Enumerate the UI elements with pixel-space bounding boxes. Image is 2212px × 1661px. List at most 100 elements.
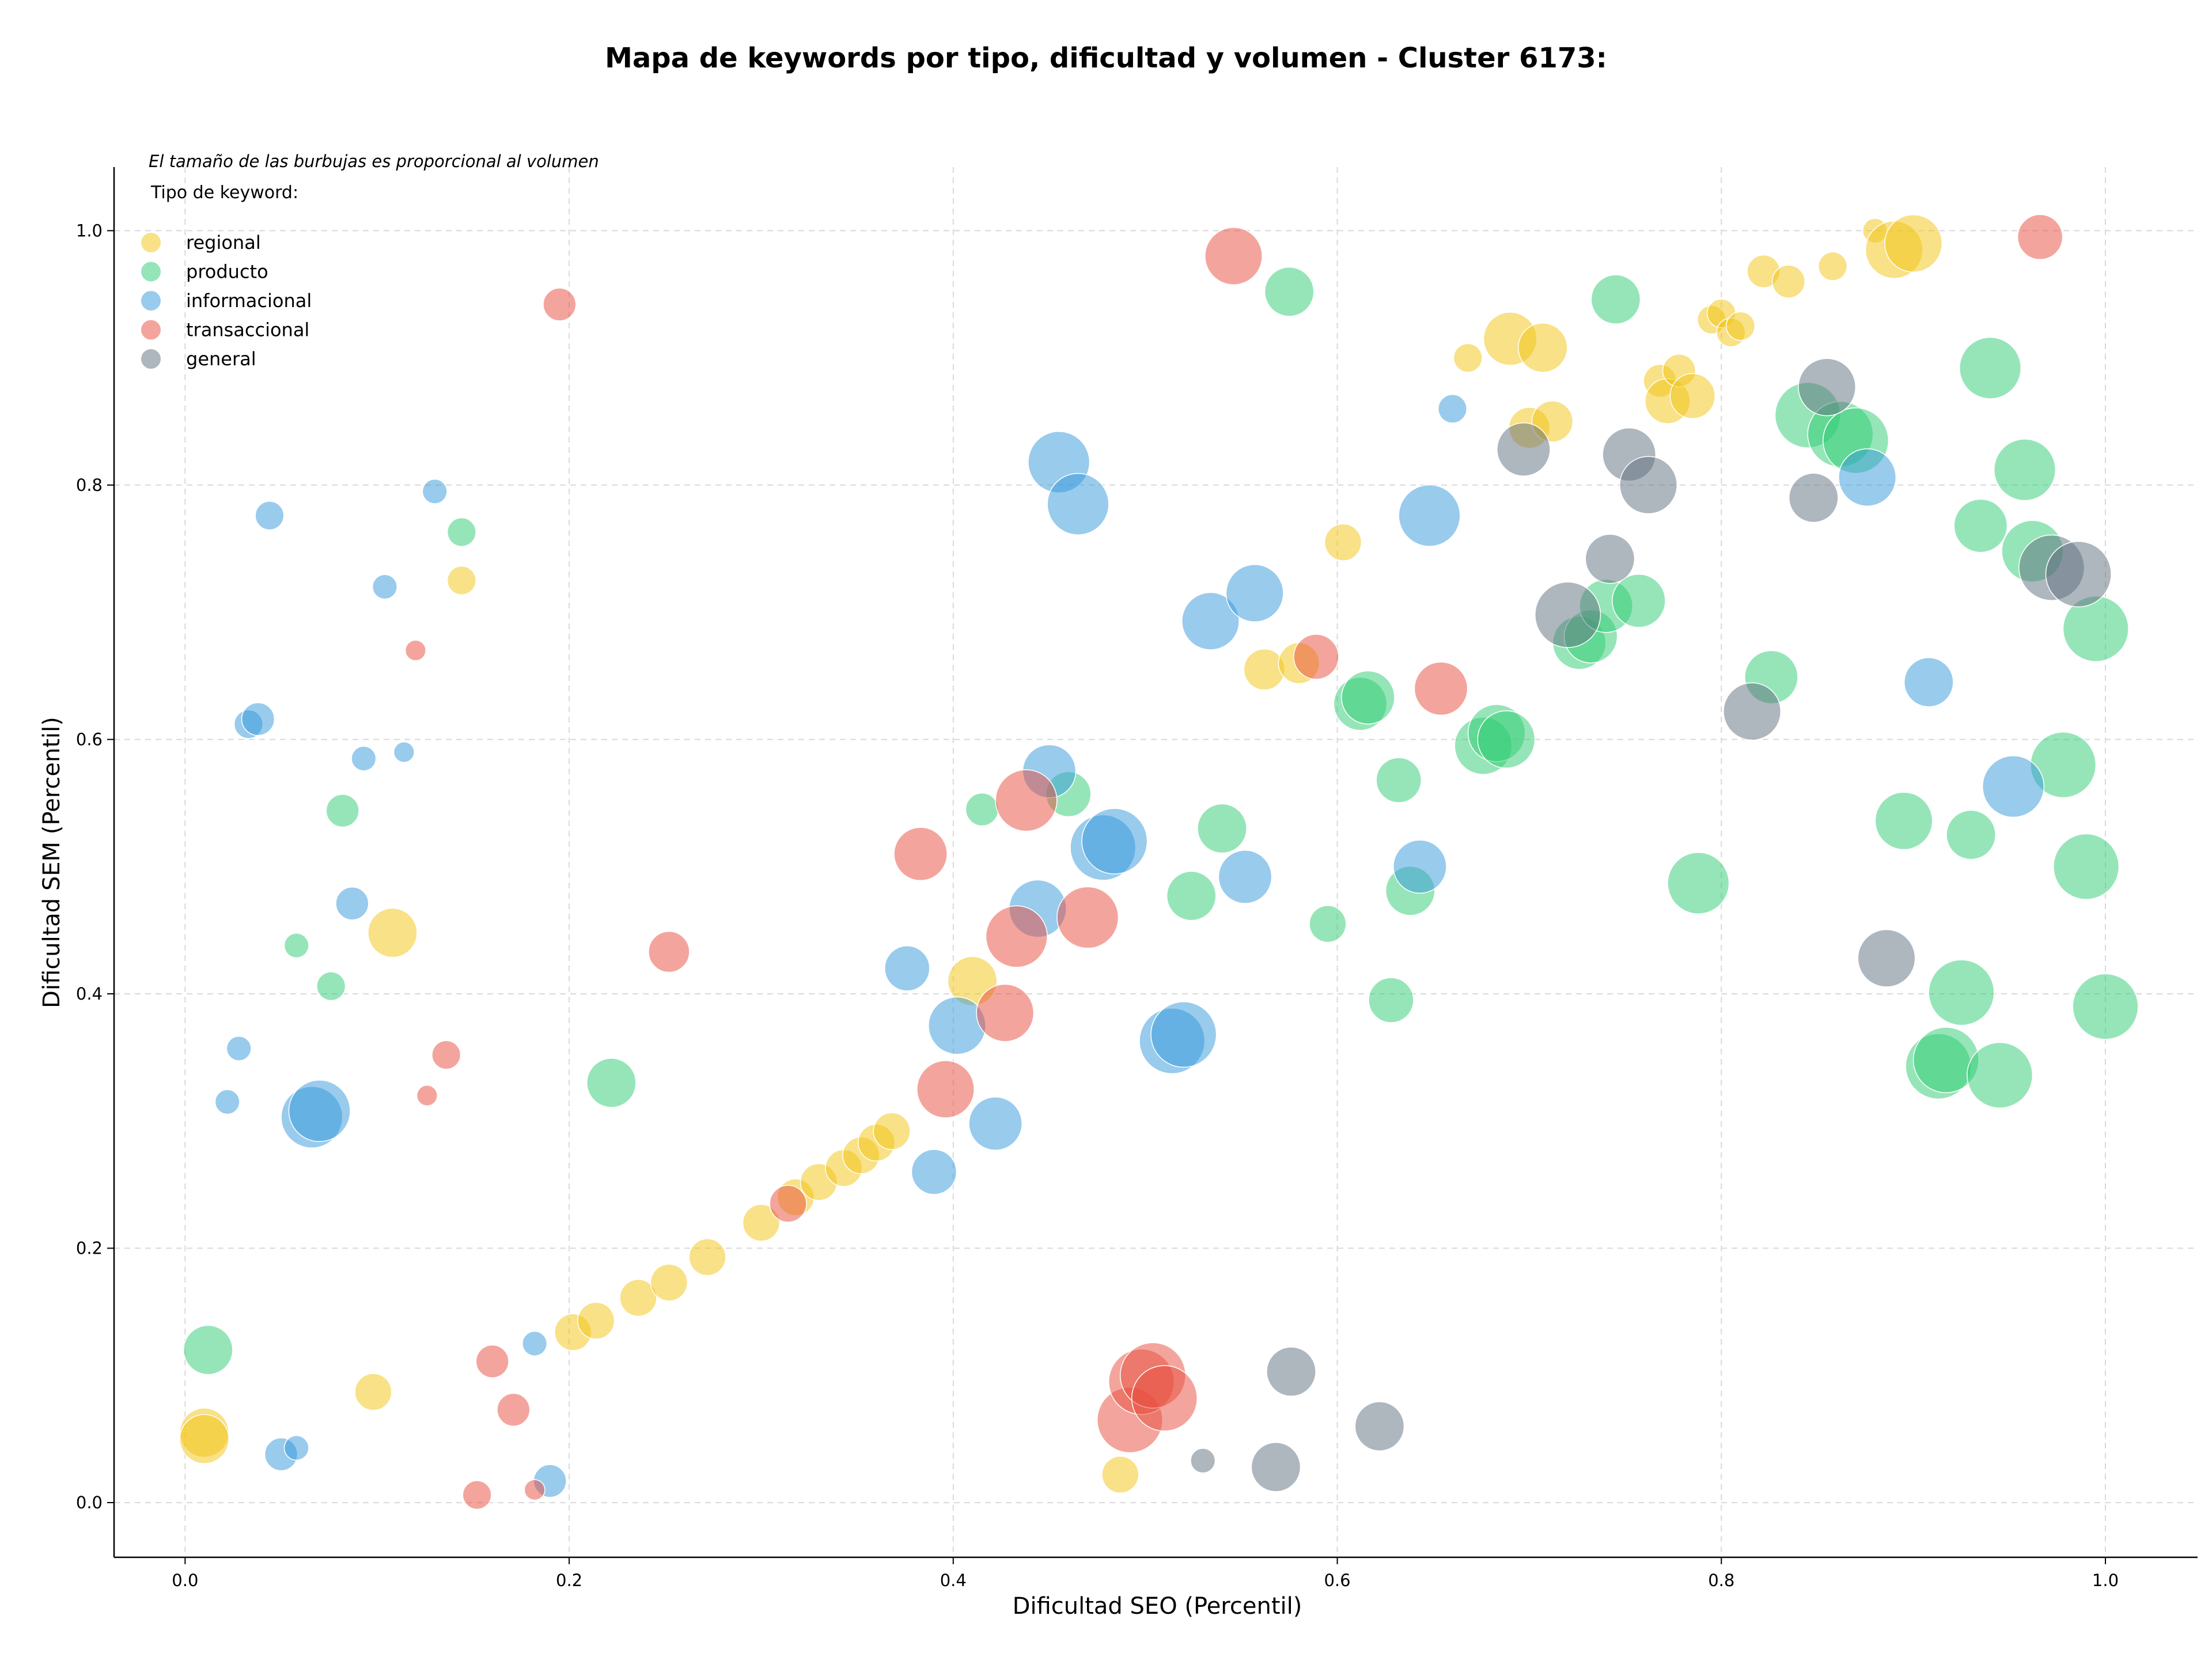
bubble-informacional — [1838, 448, 1897, 507]
bubble-transaccional — [1293, 634, 1339, 680]
bubble-informacional — [884, 945, 930, 992]
bubble-regional — [1517, 323, 1568, 373]
bubble-general — [1266, 1346, 1316, 1397]
bubble-regional — [619, 1278, 657, 1317]
chart-title: Mapa de keywords por tipo, dificultad y … — [605, 42, 1607, 74]
bubble-producto — [1376, 757, 1422, 803]
bubble-producto — [1477, 710, 1536, 769]
bubble-informacional — [288, 1080, 351, 1142]
bubble-transaccional — [475, 1344, 509, 1379]
bubbles — [179, 214, 2139, 1510]
bubble-transaccional — [543, 287, 577, 321]
bubble-producto — [1612, 573, 1666, 628]
bubble-informacional — [911, 1149, 957, 1195]
legend-marker-informacional — [141, 291, 161, 311]
y-tick-label: 0.4 — [76, 984, 103, 1004]
legend-marker-general — [141, 349, 161, 369]
bubble-informacional — [241, 702, 275, 736]
bubble-transaccional — [1205, 227, 1263, 285]
bubble-informacional — [1398, 484, 1461, 547]
bubble-regional — [577, 1301, 615, 1340]
bubble-general — [1788, 472, 1839, 523]
bubble-general — [2045, 540, 2112, 608]
bubble-regional — [1243, 648, 1286, 691]
bubble-producto — [325, 793, 359, 828]
bubble-general — [1857, 929, 1916, 987]
bubble-transaccional — [462, 1480, 492, 1510]
bubble-general — [1497, 422, 1551, 476]
bubble-producto — [586, 1058, 637, 1108]
bubble-regional — [873, 1112, 911, 1151]
bubble-regional — [446, 565, 476, 596]
bubble-regional — [688, 1238, 726, 1276]
bubble-transaccional — [1056, 886, 1119, 949]
bubble-producto — [1953, 498, 2008, 553]
bubble-informacional — [422, 478, 448, 505]
x-tick-label: 0.6 — [1324, 1571, 1350, 1590]
legend-title: Tipo de keyword: — [150, 183, 298, 203]
bubble-general — [1251, 1441, 1301, 1492]
bubble-transaccional — [431, 1040, 461, 1070]
x-tick-label: 1.0 — [2092, 1571, 2119, 1590]
bubble-regional — [650, 1263, 688, 1301]
bubble-regional — [742, 1204, 781, 1242]
legend-label-regional: regional — [186, 232, 261, 253]
legend-marker-producto — [141, 262, 161, 282]
bubble-informacional — [1081, 808, 1148, 875]
bubble-transaccional — [893, 827, 948, 881]
bubble-informacional — [255, 501, 285, 531]
bubble-producto — [446, 517, 476, 547]
bubble-producto — [2072, 973, 2139, 1040]
size-note: El tamaño de las burbujas es proporciona… — [149, 152, 599, 171]
bubble-informacional — [351, 746, 377, 771]
legend: regional producto informacional transaccion… — [141, 232, 312, 370]
legend-label-transaccional: transaccional — [186, 319, 309, 341]
bubble-informacional — [1982, 755, 2045, 818]
x-tick-label: 0.0 — [172, 1571, 198, 1590]
y-axis-label: Dificultad SEM (Percentil) — [39, 717, 65, 1008]
bubble-informacional — [335, 887, 369, 921]
bubble-regional — [1884, 214, 1943, 273]
bubble-producto — [1667, 852, 1730, 914]
bubble-transaccional — [916, 1060, 975, 1119]
bubble-general — [1535, 581, 1601, 648]
bubble-informacional — [1047, 472, 1109, 536]
bubble-regional — [1453, 343, 1483, 373]
x-tick-label: 0.4 — [940, 1571, 967, 1590]
bubble-transaccional — [416, 1085, 438, 1107]
grid — [114, 167, 2198, 1557]
bubble-informacional — [1181, 592, 1240, 650]
bubble-producto — [965, 792, 999, 827]
bubble-producto — [1946, 809, 1996, 860]
bubble-producto — [1368, 977, 1414, 1023]
bubble-informacional — [214, 1089, 240, 1115]
x-axis-label: Dificultad SEO (Percentil) — [1013, 1593, 1302, 1620]
bubble-transaccional — [404, 640, 426, 661]
bubble-transaccional — [497, 1393, 531, 1427]
y-tick-label: 0.8 — [76, 475, 103, 495]
bubble-regional — [1324, 523, 1362, 561]
bubble-informacional — [1225, 564, 1284, 623]
bubble-informacional — [283, 1435, 309, 1461]
y-tick-label: 0.2 — [76, 1239, 103, 1258]
bubble-transaccional — [995, 769, 1058, 832]
bubble-informacional — [226, 1035, 252, 1061]
bubble-general — [1723, 682, 1782, 741]
legend-label-informacional: informacional — [186, 290, 312, 312]
bubble-general — [1354, 1401, 1405, 1451]
bubble-producto — [1197, 803, 1247, 854]
bubble-informacional — [1150, 1001, 1217, 1068]
legend-label-producto: producto — [186, 261, 268, 283]
y-tick-label: 1.0 — [76, 221, 103, 240]
legend-marker-regional — [141, 233, 161, 252]
bubble-producto — [1264, 267, 1315, 317]
bubble-informacional — [1903, 657, 1954, 707]
bubble-general — [1619, 456, 1678, 514]
bubble-transaccional — [1414, 661, 1468, 716]
x-tick-label: 0.8 — [1708, 1571, 1734, 1590]
bubble-producto — [1874, 792, 1933, 850]
bubble-transaccional — [524, 1479, 546, 1501]
bubble-producto — [183, 1325, 233, 1375]
bubble-producto — [1590, 274, 1641, 324]
